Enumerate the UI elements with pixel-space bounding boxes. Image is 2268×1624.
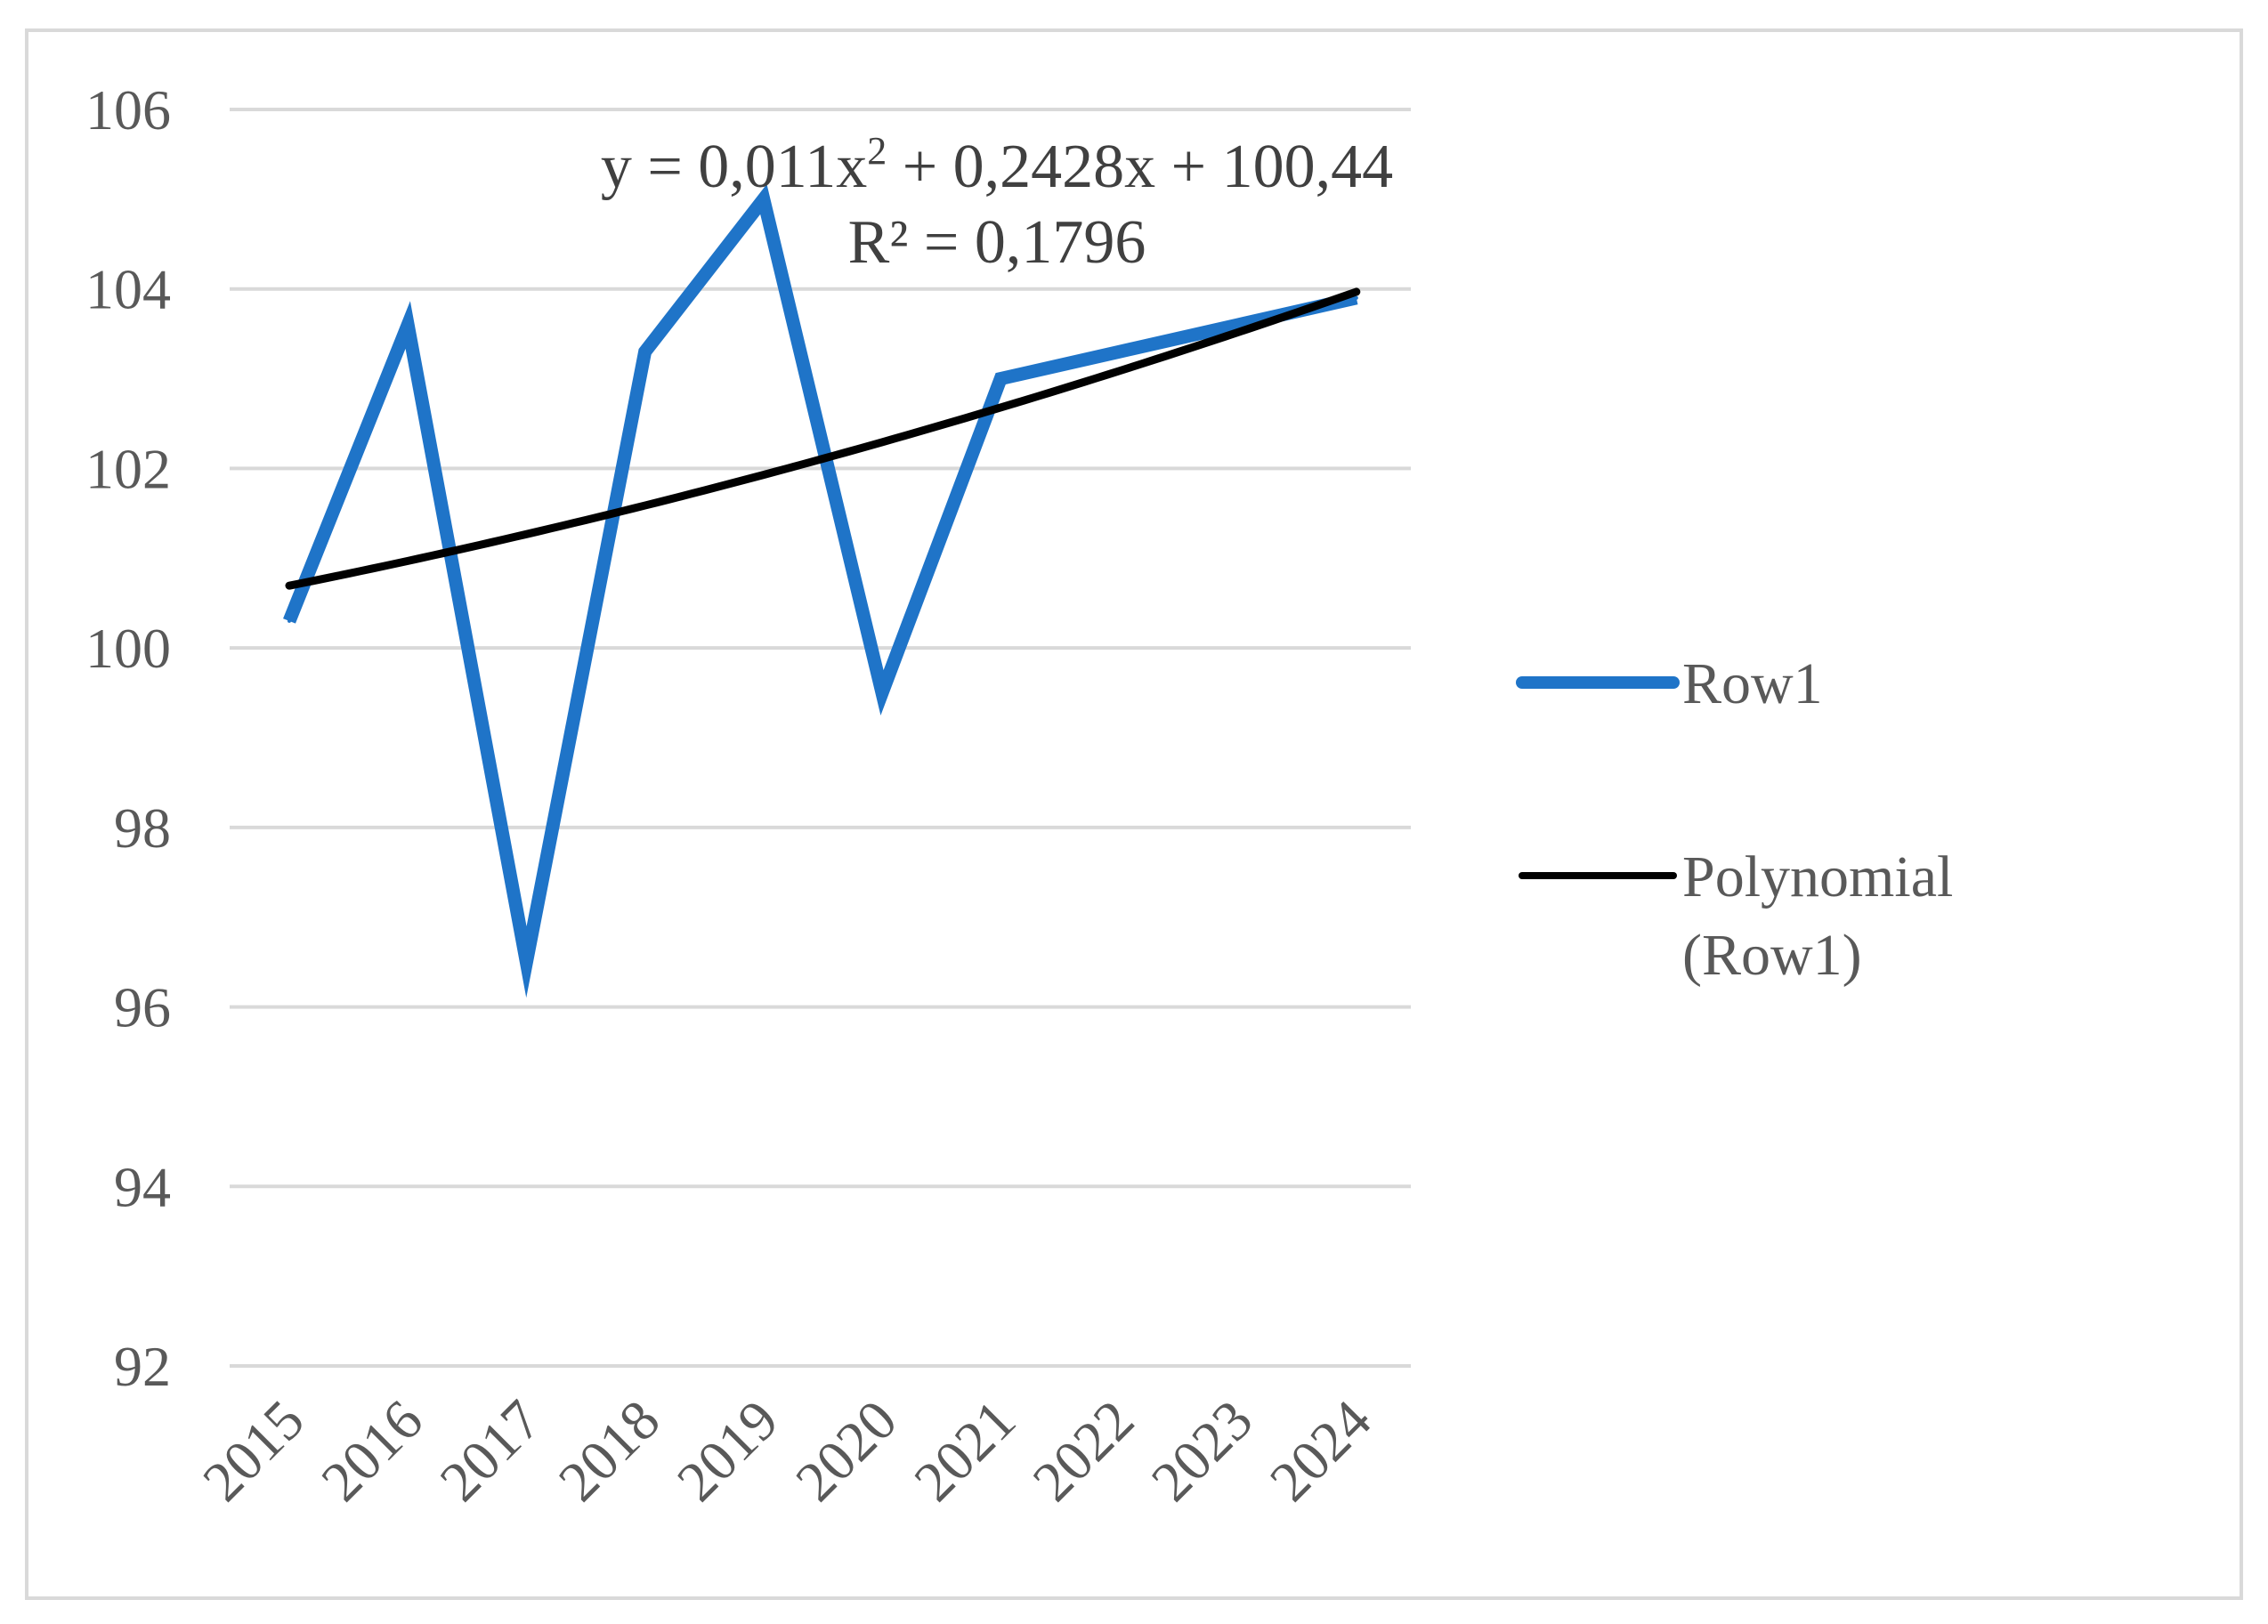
data-point — [999, 376, 1003, 381]
y-tick-label: 98 — [114, 796, 171, 860]
data-point — [1235, 323, 1240, 327]
x-tick-label: 2020 — [783, 1388, 909, 1514]
legend-label-polynomial-line2: (Row1) — [1682, 923, 1862, 988]
data-point — [288, 618, 291, 623]
trendline-equation: y = 0,011x2 + 0,2428x + 100,44 — [601, 129, 1393, 201]
x-tick-label: 2022 — [1021, 1388, 1146, 1514]
data-point — [406, 323, 410, 327]
y-tick-label: 94 — [114, 1155, 171, 1218]
x-tick-label: 2019 — [665, 1388, 790, 1514]
data-point — [880, 691, 884, 695]
y-tick-label: 104 — [85, 258, 171, 321]
y-tick-label: 96 — [114, 976, 171, 1039]
y-tick-label: 92 — [114, 1335, 171, 1398]
series-line-row1 — [283, 183, 1358, 998]
data-point — [524, 960, 529, 965]
x-tick-label: 2018 — [547, 1388, 672, 1514]
y-tick-label: 100 — [85, 617, 171, 680]
x-tick-label: 2016 — [309, 1388, 434, 1514]
x-tick-label: 2017 — [428, 1388, 554, 1514]
polynomial-trendline — [285, 287, 1361, 590]
gridlines — [230, 108, 1411, 1368]
data-point — [1117, 350, 1122, 354]
legend: Row1 Polynomial (Row1) — [1516, 651, 1953, 988]
legend-label-row1: Row1 — [1682, 651, 1823, 716]
y-tick-label: 102 — [85, 437, 171, 500]
legend-label-polynomial-line1: Polynomial — [1682, 844, 1953, 909]
x-tick-label: 2015 — [190, 1388, 316, 1514]
x-tick-label: 2024 — [1258, 1388, 1383, 1514]
y-tick-label: 106 — [85, 78, 171, 141]
x-tick-label: 2023 — [1139, 1388, 1265, 1514]
trendline-r-squared: R² = 0,1796 — [848, 208, 1146, 277]
data-point — [761, 197, 765, 201]
trendline-layer — [285, 287, 1361, 590]
x-tick-label: 2021 — [902, 1388, 1027, 1514]
y-axis-tick-labels: 92 94 96 98 100 102 104 106 — [85, 78, 171, 1398]
series-layer — [283, 183, 1358, 998]
data-point — [643, 350, 647, 354]
data-point — [1354, 295, 1358, 300]
